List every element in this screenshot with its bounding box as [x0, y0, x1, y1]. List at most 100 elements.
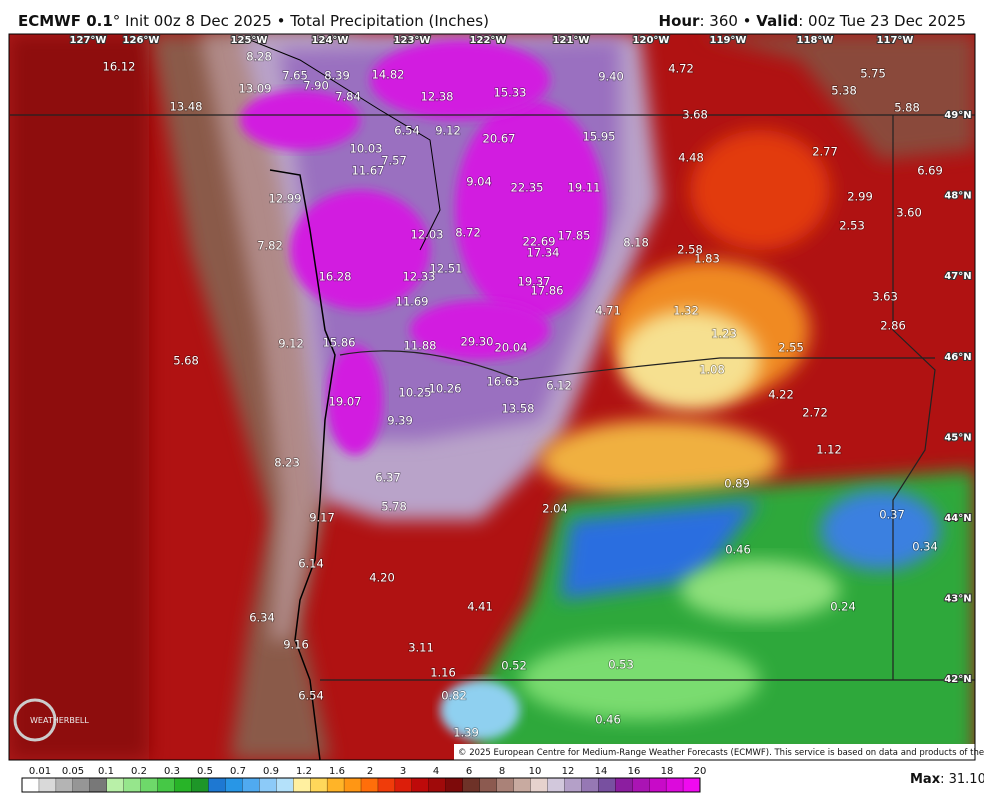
colorbar-swatch: [462, 777, 481, 793]
precip-label: 22.35: [511, 181, 544, 195]
precip-label: 0.46: [595, 713, 621, 727]
longitude-label: 124°W: [312, 35, 349, 46]
precip-label: 6.14: [298, 557, 324, 571]
precip-label: 2.53: [839, 219, 865, 233]
colorbar-swatch: [106, 777, 125, 793]
precip-label: 16.28: [319, 270, 352, 284]
precip-label: 0.24: [830, 600, 856, 614]
colorbar-swatch: [140, 777, 159, 793]
precip-label: 7.57: [381, 154, 407, 168]
colorbar-swatch: [445, 777, 464, 793]
precip-label: 8.39: [324, 69, 350, 83]
colorbar-swatch: [360, 777, 379, 793]
precip-label: 1.12: [816, 443, 842, 457]
precip-label: 6.34: [249, 611, 275, 625]
precip-label: 15.33: [494, 86, 527, 100]
colorbar-swatch: [123, 777, 142, 793]
valid-time: Hour: 360 • Valid: 00z Tue 23 Dec 2025: [659, 12, 966, 30]
longitude-label: 127°W: [70, 35, 107, 46]
precip-label: 11.67: [352, 164, 385, 178]
precip-label: 19.37: [518, 275, 551, 289]
max-value: : 31.10: [940, 772, 984, 787]
latitude-label: 48°N: [944, 191, 971, 202]
precip-label: 2.72: [802, 406, 828, 420]
colorbar-swatch: [496, 777, 515, 793]
precip-label: 9.17: [309, 511, 335, 525]
precip-label: 7.84: [335, 90, 361, 104]
colorbar-swatch: [598, 777, 616, 793]
precip-label: 6.12: [546, 379, 572, 393]
precip-label: 1.83: [694, 252, 720, 266]
colorbar-swatch: [581, 777, 599, 793]
precip-label: 16.63: [487, 375, 520, 389]
precip-field: [9, 34, 975, 760]
title: ECMWF 0.1° Init 00z 8 Dec 2025 • Total P…: [18, 12, 489, 30]
precip-label: 7.65: [282, 69, 308, 83]
colorbar-swatch: [259, 777, 277, 793]
precip-label: 19.07: [329, 395, 362, 409]
colorbar-label: 20: [694, 766, 707, 777]
max: Max: 31.10: [910, 772, 984, 787]
colorbar-label: 0.7: [230, 766, 246, 777]
colorbar-swatch: [55, 777, 74, 793]
precip-label: 3.68: [682, 108, 708, 122]
precip-label: 9.40: [598, 70, 624, 84]
precip-label: 13.58: [502, 402, 535, 416]
precip-label: 6.69: [917, 164, 943, 178]
colorbar-label: 8: [499, 766, 505, 777]
precip-label: 12.51: [430, 262, 463, 276]
longitude-label: 122°W: [470, 35, 507, 46]
colorbar-label: 1.2: [296, 766, 312, 777]
colorbar-label: 6: [466, 766, 472, 777]
precip-label: 6.37: [375, 471, 401, 485]
longitude-label: 121°W: [553, 35, 590, 46]
precip-label: 6.54: [298, 689, 324, 703]
colorbar-swatch: [479, 777, 498, 793]
valid-label: Valid: [756, 12, 799, 30]
colorbar-label: 0.3: [164, 766, 180, 777]
colorbar-swatch: [208, 777, 226, 793]
precip-label: 0.89: [724, 477, 750, 491]
logo: WEATHERBELL: [13, 698, 89, 742]
precip-label: 2.86: [880, 319, 906, 333]
precip-label: 2.58: [677, 243, 703, 257]
precip-label: 9.12: [278, 337, 304, 351]
colorbar-swatch: [394, 777, 413, 793]
colorbar-label: 0.1: [98, 766, 114, 777]
precip-label: 9.39: [387, 414, 413, 428]
latitude-label: 43°N: [944, 594, 971, 605]
precip-label: 4.48: [678, 151, 704, 165]
precip-label: 0.46: [725, 543, 751, 557]
colorbar-swatch: [326, 777, 345, 793]
precip-label: 1.23: [711, 327, 737, 341]
precip-label: 11.88: [404, 339, 437, 353]
model: ECMWF 0.1: [18, 12, 113, 30]
precip-label: 12.99: [269, 192, 302, 206]
colorbar-label: 0.2: [131, 766, 147, 777]
precip-label: 0.52: [501, 659, 527, 673]
precip-label: 3.63: [872, 290, 898, 304]
precip-label: 3.11: [408, 641, 434, 655]
colorbar-swatch: [343, 777, 362, 793]
colorbar-label: 3: [400, 766, 406, 777]
precip-label: 4.41: [467, 600, 493, 614]
colorbar-swatch: [293, 777, 311, 793]
colorbar-label: 0.9: [263, 766, 279, 777]
precip-label: 9.16: [283, 638, 309, 652]
colorbar-label: 0.05: [62, 766, 84, 777]
colorbar-label: 4: [433, 766, 439, 777]
colorbar-label: 14: [595, 766, 608, 777]
precip-label: 3.60: [896, 206, 922, 220]
colorbar-swatch: [615, 777, 633, 793]
colorbar-label: 12: [562, 766, 575, 777]
precip-label: 7.82: [257, 239, 283, 253]
longitude-label: 119°W: [710, 35, 747, 46]
precip-label: 11.69: [396, 295, 429, 309]
subtitle: ° Init 00z 8 Dec 2025 • Total Precipitat…: [112, 12, 489, 30]
precip-label: 4.22: [768, 388, 794, 402]
precip-label: 4.20: [369, 571, 395, 585]
precip-label: 10.25: [399, 386, 432, 400]
longitude-label: 118°W: [797, 35, 834, 46]
precip-label: 6.54: [394, 124, 420, 138]
